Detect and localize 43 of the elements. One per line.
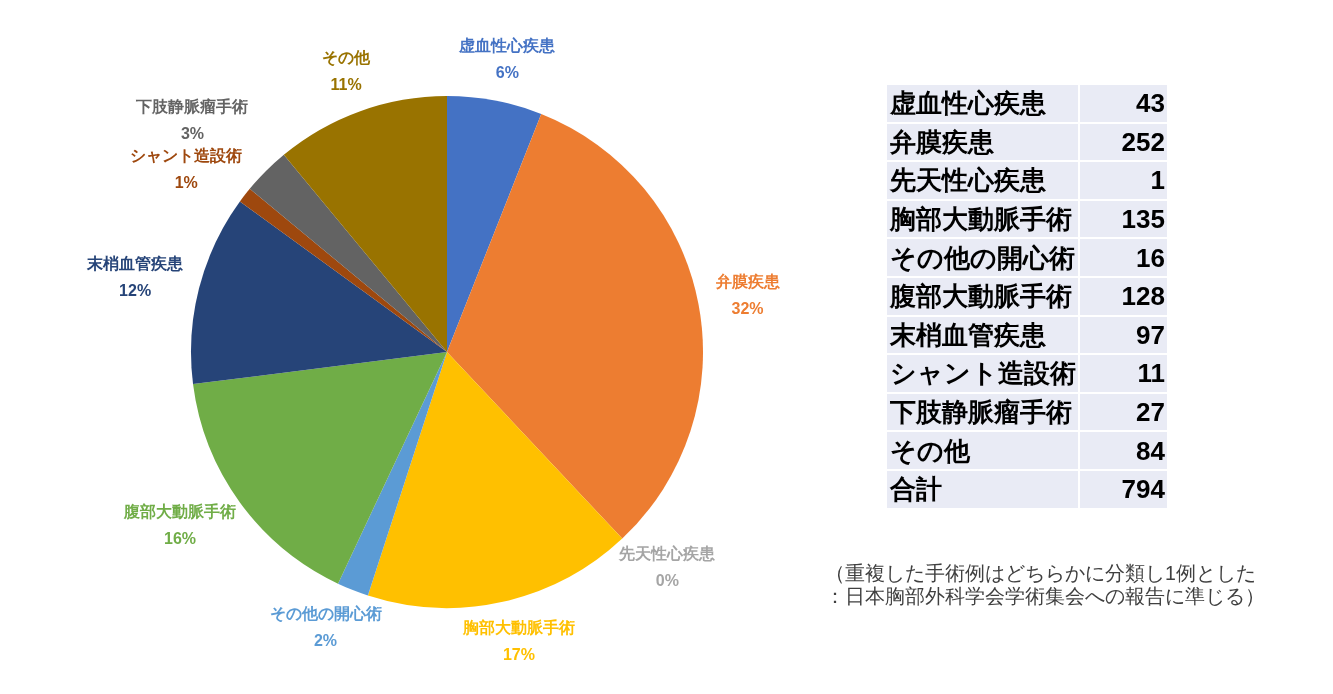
data-label: 3% xyxy=(180,124,204,142)
category-label: 末梢血管疾患 xyxy=(887,316,1078,354)
data-label: 16 xyxy=(1080,239,1167,276)
text: （重複した手術例はどちらかに分類し1例とした：日本胸部外科学会学術集会への報告に準じる） xyxy=(825,562,1265,608)
data-label: 2% xyxy=(313,632,338,650)
slice-label: 虚血性心疾患 xyxy=(458,36,557,55)
data-label: 43 xyxy=(1080,85,1167,122)
data-label: 128 xyxy=(1080,277,1167,315)
slice-label: その他の開心術 xyxy=(269,604,382,624)
category-label: 下肢静脈瘤手術 xyxy=(887,393,1078,431)
category-label: 胸部大動脈手術 xyxy=(887,200,1078,238)
slice-label: 胸部大動脈手術 xyxy=(461,618,575,636)
data-label: 252 xyxy=(1080,123,1167,161)
data-label: 32% xyxy=(731,300,764,318)
data-label: 12% xyxy=(119,282,152,300)
data-label: 11% xyxy=(330,76,362,94)
data-label: 6% xyxy=(495,64,519,82)
data-label: 1 xyxy=(1080,162,1167,199)
data-label: 97 xyxy=(1080,316,1167,354)
category-label: その他 xyxy=(887,432,1078,469)
data-label: 16% xyxy=(164,530,197,548)
data-label: 135 xyxy=(1080,200,1167,238)
data-label: 84 xyxy=(1080,432,1167,469)
data-label: 27 xyxy=(1080,393,1167,431)
slice-label: 弁膜疾患 xyxy=(714,273,781,291)
data-label: 1% xyxy=(174,173,198,191)
category-label: 先天性心疾患 xyxy=(887,162,1078,199)
category-label: 先天性心疾患 xyxy=(619,545,716,563)
data-label: 11 xyxy=(1080,355,1167,392)
category-label: 合計 xyxy=(887,470,1078,508)
slice-label: 腹部大動脈手術 xyxy=(123,503,237,521)
category-label: その他の開心術 xyxy=(887,239,1078,276)
category-label: 虚血性心疾患 xyxy=(887,85,1078,122)
text: 0% xyxy=(655,572,679,590)
slice-label: 末梢血管疾患 xyxy=(86,255,185,273)
slice-label: その他 xyxy=(322,49,372,68)
slice-label: 下肢静脈瘤手術 xyxy=(135,97,249,115)
category-label: 弁膜疾患 xyxy=(887,123,1078,161)
category-label: 腹部大動脈手術 xyxy=(887,277,1078,315)
data-label: 794 xyxy=(1080,470,1167,508)
category-label: シャント造設術 xyxy=(887,355,1078,392)
data-label: 17% xyxy=(502,645,535,663)
slice-label: シャント造設術 xyxy=(130,146,243,164)
